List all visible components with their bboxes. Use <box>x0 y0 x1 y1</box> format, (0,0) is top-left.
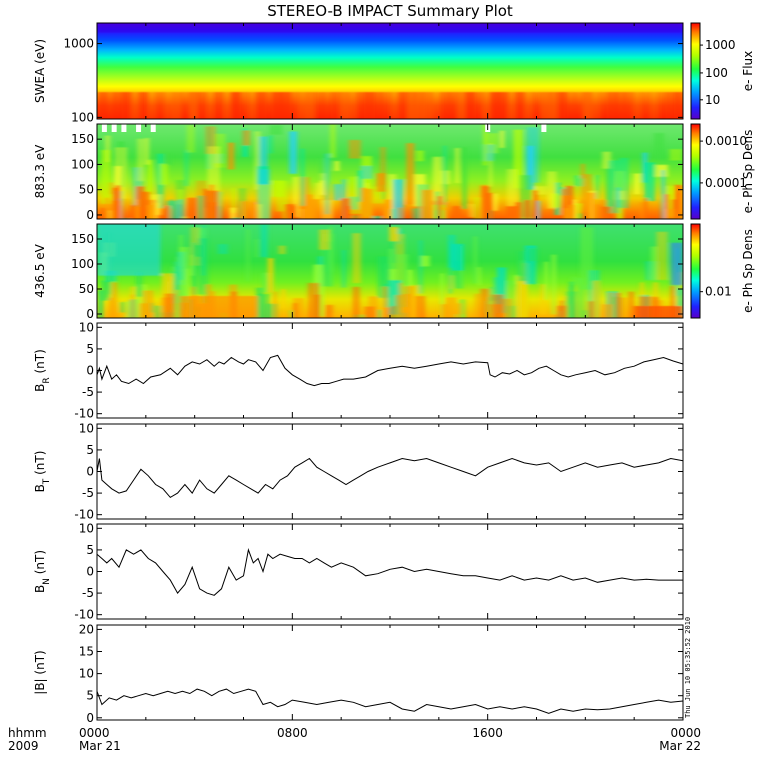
bmag-ytick-label: 10 <box>79 667 94 681</box>
pad436-colorbar-label: e- Ph Sp Dens <box>741 229 755 313</box>
bn-ylabel: BN (nT) <box>33 550 52 593</box>
bmag-ylabel: |B| (nT) <box>33 650 47 694</box>
panel-swea: 10 100 1000 e- Flux 100 1000 SWEA (eV) <box>33 22 755 124</box>
swea-ytick-label: 1000 <box>63 37 94 51</box>
swea-heatmap-texture <box>97 23 683 119</box>
pad883-colorbar-tick: 0.0010 <box>705 134 747 148</box>
x-tick-label: 0800 <box>277 726 308 740</box>
swea-ylabel: SWEA (eV) <box>33 39 47 103</box>
pad436-colorbar-tick: 0.01 <box>705 285 732 299</box>
bt-ytick-label: -5 <box>82 486 94 500</box>
figure-title: STEREO-B IMPACT Summary Plot <box>267 2 513 20</box>
swea-colorbar-tick: 10 <box>705 93 720 107</box>
bn-frame <box>96 523 684 620</box>
bmag-ytick-label: 5 <box>86 689 94 703</box>
bt-ytick-label: 10 <box>79 421 94 435</box>
bt-ytick-label: -10 <box>74 508 94 522</box>
pad883-data-gap <box>101 124 107 132</box>
pad883-ytick-label: 0 <box>86 208 94 222</box>
pad883-data-gap <box>111 124 117 132</box>
pad436-colorbar <box>690 223 701 319</box>
pad883-ytick-label: 100 <box>71 157 94 171</box>
br-series-line <box>96 354 684 387</box>
pad436-ytick-label: 50 <box>79 282 94 296</box>
panel-bmag: 0 5 10 15 20 |B| (nT) <box>33 622 684 725</box>
pad883-data-gap <box>136 124 142 132</box>
bmag-ytick-label: 20 <box>79 622 94 636</box>
bn-ytick-label: -5 <box>82 586 94 600</box>
br-ytick-label: 10 <box>79 320 94 334</box>
pad883-ylabel: 883.3 eV <box>33 144 47 199</box>
panel-bn: -10 -5 0 5 10 BN (nT) <box>33 521 684 622</box>
br-ytick-label: -5 <box>82 385 94 399</box>
bmag-series-line <box>96 688 684 714</box>
pad436-ytick-label: 0 <box>86 307 94 321</box>
bt-ylabel: BT (nT) <box>33 451 52 493</box>
pad883-ytick-label: 50 <box>79 183 94 197</box>
pad883-data-gap <box>121 124 127 132</box>
panel-br: -10 -5 0 5 10 BR (nT) <box>33 320 684 421</box>
bn-ytick-label: 10 <box>79 521 94 535</box>
bt-ytick-label: 0 <box>86 465 94 479</box>
pad436-heatmap-texture <box>97 224 683 318</box>
br-ytick-label: 0 <box>86 364 94 378</box>
pad883-ytick-label: 150 <box>71 132 94 146</box>
x-tick-label: 1600 <box>472 726 503 740</box>
panel-bt: -10 -5 0 5 10 BT (nT) <box>33 421 684 522</box>
bt-series-line <box>96 457 684 499</box>
panel-pad436: 0.01 e- Ph Sp Dens 0 50 100 150 436.5 eV <box>33 223 755 321</box>
pad883-colorbar-tick: 0.0001 <box>705 176 747 190</box>
swea-colorbar-tick: 100 <box>705 66 728 80</box>
pad883-data-gap <box>541 124 547 132</box>
bn-ytick-label: 0 <box>86 565 94 579</box>
pad883-colorbar <box>690 123 701 220</box>
bn-ytick-label: -10 <box>74 608 94 622</box>
pad883-data-gap <box>150 124 156 132</box>
pad436-ytick-label: 100 <box>71 257 94 271</box>
br-ytick-label: -10 <box>74 407 94 421</box>
bmag-ytick-label: 15 <box>79 645 94 659</box>
br-ylabel: BR (nT) <box>33 349 52 392</box>
bt-ytick-label: 5 <box>86 443 94 457</box>
swea-ytick-label: 100 <box>71 110 94 124</box>
br-ytick-label: 5 <box>86 342 94 356</box>
x-tick-label: 0000 <box>79 726 110 740</box>
x-tick-date: Mar 22 <box>659 739 701 753</box>
bn-series-line <box>96 548 683 596</box>
pad883-colorbar-label: e- Ph Sp Dens <box>741 130 755 214</box>
swea-colorbar-label: e- Flux <box>741 51 755 91</box>
x-tick-label: 0000 <box>670 726 701 740</box>
swea-colorbar <box>690 22 701 120</box>
bmag-ytick-label: 0 <box>86 711 94 725</box>
timestamp: Thu Jun 10 05:35:52 2010 <box>684 617 692 718</box>
bmag-frame <box>96 624 684 721</box>
bt-frame <box>96 423 684 520</box>
bn-ytick-label: 5 <box>86 543 94 557</box>
x-corner-top: hhmm <box>8 726 47 740</box>
x-corner-bottom: 2009 <box>8 739 39 753</box>
pad883-heatmap-texture <box>101 124 683 219</box>
pad436-ylabel: 436.5 eV <box>33 243 47 298</box>
swea-colorbar-tick: 1000 <box>705 38 736 52</box>
x-tick-date: Mar 21 <box>79 739 121 753</box>
pad436-ytick-label: 150 <box>71 232 94 246</box>
